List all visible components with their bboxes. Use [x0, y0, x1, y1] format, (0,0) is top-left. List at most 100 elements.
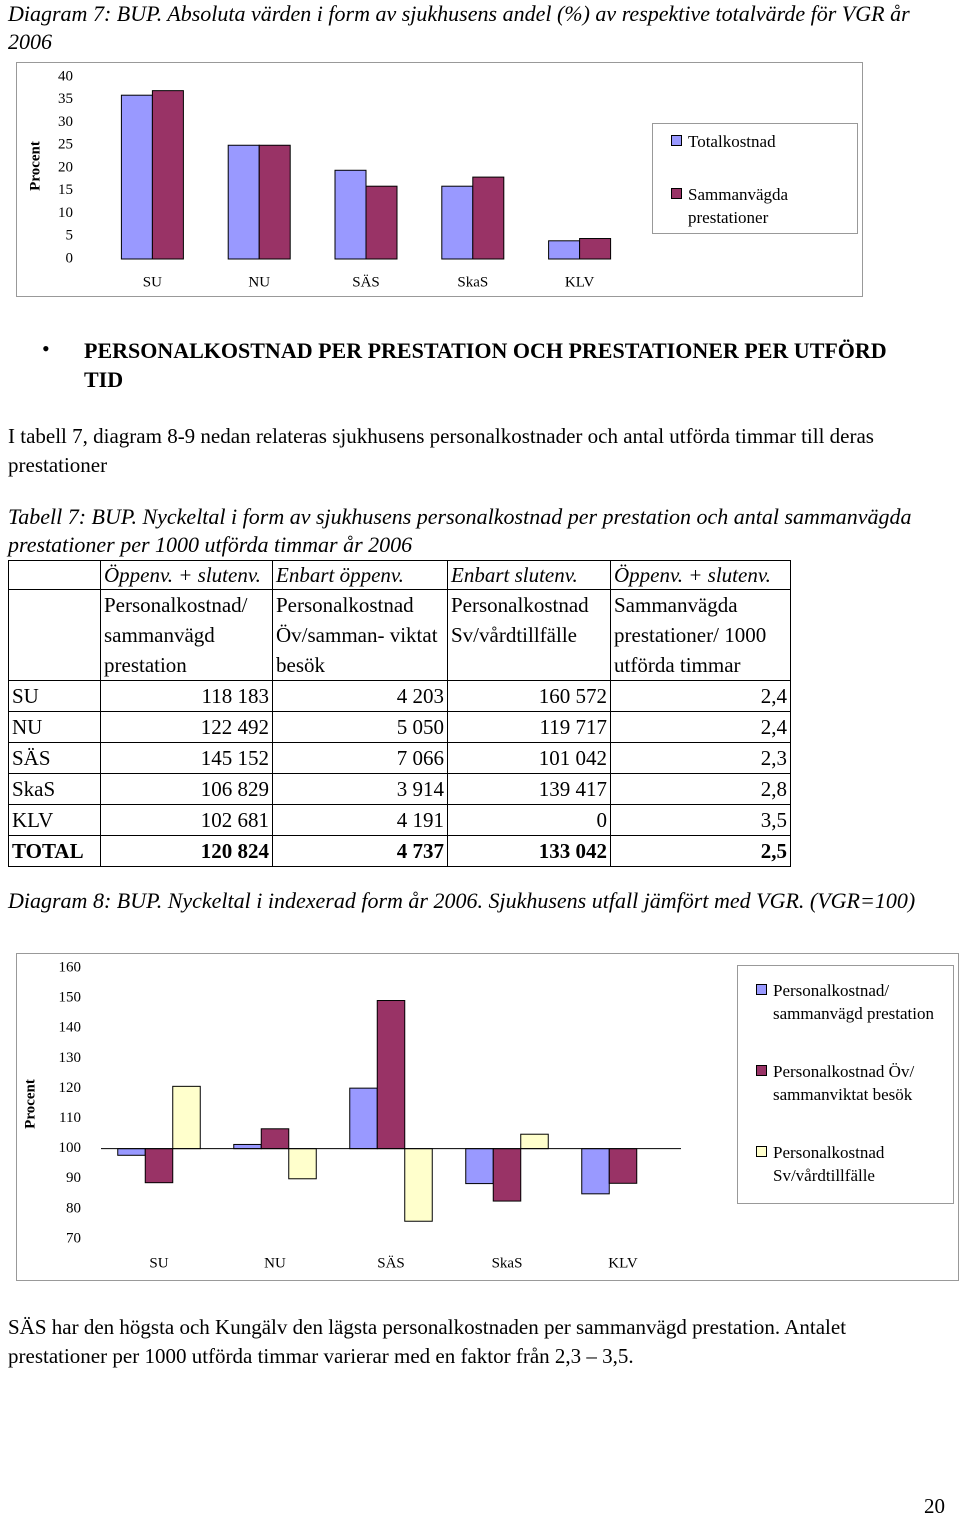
y-tick-label: 10 [58, 205, 73, 221]
table-row: SU 118 183 4 203 160 572 2,4 [8, 680, 791, 712]
table-cell: 133 042 [447, 835, 611, 867]
table-header-cell: Personalkostnad Öv/samman- viktat besök [272, 589, 448, 681]
table-header-cell: Öppenv. + slutenv. [610, 560, 791, 590]
bar [404, 1148, 433, 1222]
table-row: SkaS 106 829 3 914 139 417 2,8 [8, 773, 791, 805]
table-cell: 139 417 [447, 773, 611, 805]
table-cell: 2,8 [610, 773, 791, 805]
bar [579, 238, 612, 260]
bar [117, 1148, 146, 1156]
legend-swatch [756, 1146, 767, 1157]
x-tick-label: KLV [565, 274, 595, 290]
table-row: Personalkostnad/ sammanvägd prestation Pe… [8, 589, 791, 681]
bar [233, 1143, 262, 1150]
legend-swatch [756, 984, 767, 995]
legend: Totalkostnad Sammanvägda prestationer [652, 123, 858, 234]
table-cell: 120 824 [100, 835, 273, 867]
table-cell: 5 050 [272, 711, 448, 743]
table-cell [8, 560, 101, 590]
y-axis-label: Procent [22, 1079, 38, 1129]
y-tick-label: 90 [66, 1170, 81, 1186]
bar [144, 1148, 174, 1184]
y-tick-label: 25 [58, 137, 73, 153]
table-cell: 7 066 [272, 742, 448, 774]
table-header-cell: Sammanvägda prestationer/ 1000 utförda t… [610, 589, 791, 681]
y-tick-label: 30 [58, 114, 73, 130]
bar [172, 1085, 201, 1150]
table-cell: NU [8, 711, 101, 743]
table-cell [8, 589, 101, 681]
diagram-caption: Diagram 7: BUP. Absoluta värden i form a… [8, 1, 910, 54]
table-cell: 119 717 [447, 711, 611, 743]
x-tick-label: SkaS [457, 274, 488, 290]
bar [608, 1148, 638, 1184]
bar [492, 1148, 522, 1202]
table-cell: SkaS [8, 773, 101, 805]
table-cell: 145 152 [100, 742, 273, 774]
table-cell: 3 914 [272, 773, 448, 805]
y-tick-label: 15 [58, 182, 73, 198]
table-header-cell: Enbart öppenv. [272, 560, 448, 590]
legend-item: Totalkostnad [671, 130, 854, 153]
table-cell: 118 183 [100, 680, 273, 712]
table-cell: 122 492 [100, 711, 273, 743]
table-cell: 102 681 [100, 804, 273, 836]
table-cell: 2,4 [610, 711, 791, 743]
table-cell: 101 042 [447, 742, 611, 774]
table-cell: SU [8, 680, 101, 712]
legend-item: Sammanvägda prestationer [671, 183, 854, 229]
legend-item: Personalkostnad/ sammanvägd prestation [756, 979, 950, 1025]
table-cell: 4 737 [272, 835, 448, 867]
x-tick-label: SÄS [377, 1254, 405, 1271]
y-tick-label: 100 [59, 1140, 82, 1156]
table-cell: 106 829 [100, 773, 273, 805]
y-tick-label: 20 [58, 159, 73, 175]
y-tick-label: 40 [58, 68, 73, 84]
x-tick-label: KLV [608, 1255, 638, 1271]
chart-svg: 0 5 10 15 20 25 30 35 40 Procent SU NU SÄS SkaS KLV [27, 68, 612, 290]
x-tick-label: NU [264, 1255, 286, 1271]
bar [288, 1148, 317, 1180]
bar [441, 185, 474, 260]
chart: 70 80 90 100 110 120 130 140 150 160 Procent SU NU SÄ… [16, 953, 959, 1281]
bar [376, 1000, 406, 1150]
legend-item: Personalkostnad Sv/vårdtillfälle [756, 1141, 950, 1187]
table-cell: 2,4 [610, 680, 791, 712]
x-tick-label: SU [143, 274, 162, 290]
bar [349, 1087, 378, 1150]
y-tick-label: 110 [59, 1110, 81, 1126]
y-tick-label: 130 [59, 1050, 82, 1066]
x-tick-label: SkaS [492, 1255, 523, 1271]
table-cell: 2,3 [610, 742, 791, 774]
bar [258, 144, 291, 260]
chart-svg: 70 80 90 100 110 120 130 140 150 160 Procent SU NU SÄ… [22, 959, 681, 1271]
table-row: SÄS 145 152 7 066 101 042 2,3 [8, 742, 791, 774]
table-cell: 160 572 [447, 680, 611, 712]
y-tick-label: 120 [59, 1080, 82, 1096]
diagram-caption: Diagram 8: BUP. Nyckeltal i indexerad fo… [8, 888, 916, 913]
y-axis-label: Procent [27, 141, 43, 191]
y-tick-label: 140 [59, 1020, 82, 1036]
x-tick-label: SÄS [352, 273, 380, 290]
y-tick-label: 150 [59, 990, 82, 1006]
bar [472, 176, 505, 260]
page-number: 20 [924, 1494, 945, 1518]
bar [227, 144, 260, 260]
table-cell: KLV [8, 804, 101, 836]
table-cell: 4 203 [272, 680, 448, 712]
legend-label: Personalkostnad/ sammanvägd prestation [773, 981, 934, 1023]
y-tick-label: 70 [66, 1230, 81, 1246]
legend-label: Personalkostnad Sv/vårdtillfälle [773, 1143, 885, 1185]
y-tick-label: 160 [59, 959, 82, 975]
table-row: NU 122 492 5 050 119 717 2,4 [8, 711, 791, 743]
x-tick-label: NU [248, 274, 270, 290]
paragraph: I tabell 7, diagram 8-9 nedan relateras … [8, 424, 874, 477]
table-caption: Tabell 7: BUP. Nyckeltal i form av sjukh… [8, 504, 912, 557]
table-cell: 3,5 [610, 804, 791, 836]
bar [581, 1148, 610, 1195]
bar [520, 1133, 549, 1150]
table-cell: TOTAL [8, 835, 101, 867]
table: Öppenv. + slutenv. Enbart öppenv. Enbart s… [8, 560, 791, 867]
table-header-cell: Enbart slutenv. [447, 560, 611, 590]
paragraph: SÄS har den högsta och Kungälv den lägst… [8, 1315, 847, 1368]
